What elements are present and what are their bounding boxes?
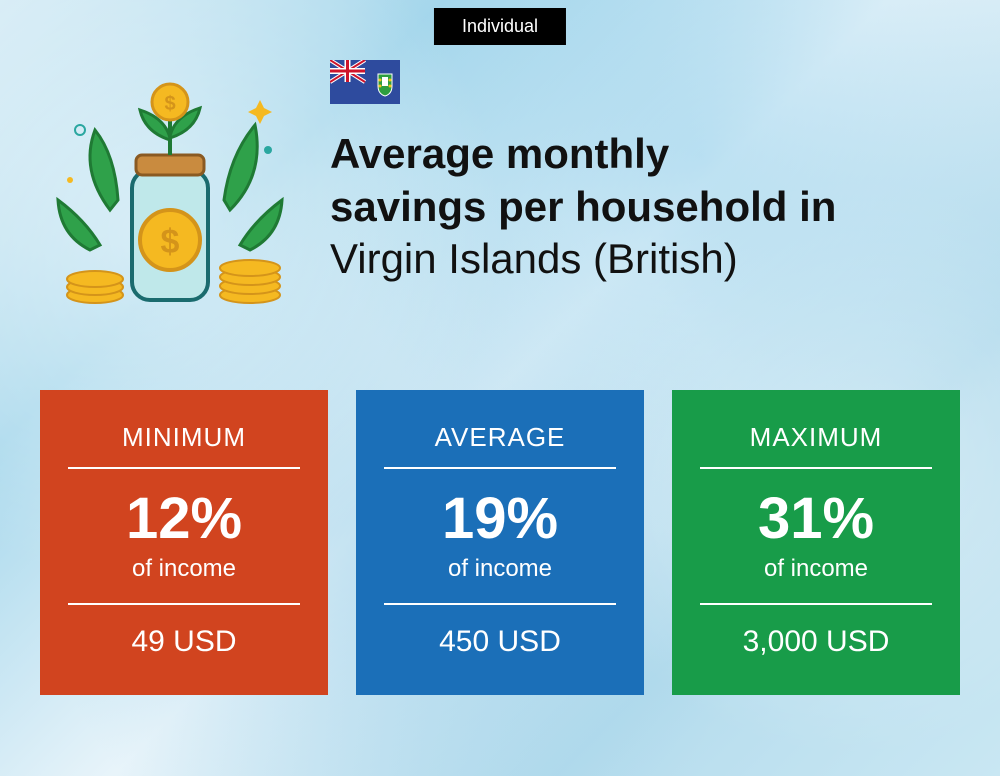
stat-cards-row: MINIMUM 12% of income 49 USD AVERAGE 19%… <box>40 390 960 695</box>
title-line2: savings per household in <box>330 183 836 230</box>
card-sub: of income <box>68 555 300 605</box>
title-location: Virgin Islands (British) <box>330 235 738 282</box>
hero-section: $ $ <box>40 60 960 320</box>
card-label: AVERAGE <box>384 422 616 469</box>
card-maximum: MAXIMUM 31% of income 3,000 USD <box>672 390 960 695</box>
card-percent: 19% <box>384 487 616 551</box>
card-average: AVERAGE 19% of income 450 USD <box>356 390 644 695</box>
card-amount: 3,000 USD <box>700 625 932 659</box>
card-label: MAXIMUM <box>700 422 932 469</box>
card-percent: 31% <box>700 487 932 551</box>
card-amount: 450 USD <box>384 625 616 659</box>
title-line1: Average monthly <box>330 130 669 177</box>
svg-text:$: $ <box>164 93 175 115</box>
card-minimum: MINIMUM 12% of income 49 USD <box>40 390 328 695</box>
card-sub: of income <box>384 555 616 605</box>
card-sub: of income <box>700 555 932 605</box>
card-amount: 49 USD <box>68 625 300 659</box>
headline-block: Average monthly savings per household in… <box>330 60 960 286</box>
category-badge: Individual <box>434 8 566 45</box>
card-label: MINIMUM <box>68 422 300 469</box>
page-title: Average monthly savings per household in… <box>330 128 960 286</box>
country-flag-icon <box>330 60 400 104</box>
savings-jar-icon: $ $ <box>40 60 300 320</box>
svg-text:$: $ <box>161 223 180 261</box>
card-percent: 12% <box>68 487 300 551</box>
